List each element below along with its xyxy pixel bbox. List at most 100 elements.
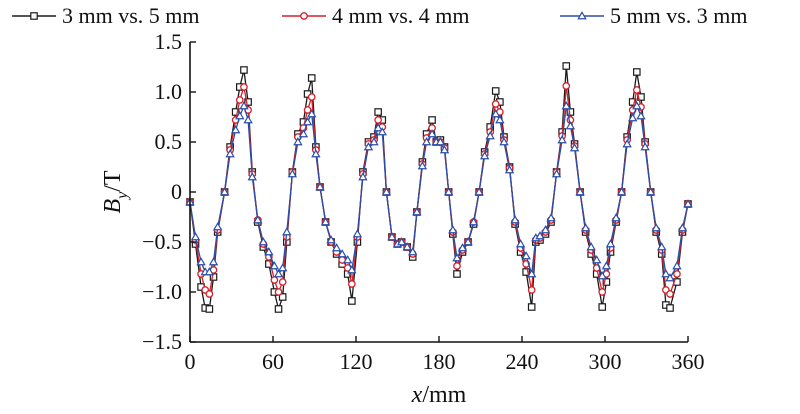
x-axis-label-var: x xyxy=(411,382,423,408)
series-line xyxy=(189,85,689,295)
data-point xyxy=(219,187,230,196)
data-point xyxy=(278,293,287,301)
data-point xyxy=(672,261,682,270)
data-point xyxy=(439,145,450,154)
data-point xyxy=(651,223,661,232)
y-tick-label: −1.0 xyxy=(142,279,182,304)
data-point xyxy=(377,127,387,136)
data-point xyxy=(421,137,432,146)
data-point xyxy=(381,187,392,196)
data-point xyxy=(569,143,580,152)
y-tick-label: −0.5 xyxy=(142,229,182,254)
data-point xyxy=(347,280,356,288)
data-point xyxy=(231,108,240,116)
data-point xyxy=(591,255,602,264)
legend-marker xyxy=(30,12,38,20)
data-point xyxy=(457,243,468,252)
data-point xyxy=(515,239,526,248)
legend-marker xyxy=(300,12,308,20)
data-point xyxy=(605,239,616,248)
data-point xyxy=(307,93,316,101)
y-ticks: −1.5 −1.0 −0.5 0 0.5 1.0 1.5 xyxy=(142,29,196,354)
data-point xyxy=(645,187,656,196)
data-point xyxy=(526,269,537,278)
data-point xyxy=(358,172,368,181)
data-point xyxy=(244,98,252,106)
data-point xyxy=(428,116,436,124)
data-point xyxy=(495,115,505,124)
data-point xyxy=(369,137,379,146)
data-point xyxy=(331,243,342,252)
data-point xyxy=(491,87,500,95)
y-tick-label: 0.5 xyxy=(155,129,183,154)
data-point xyxy=(225,149,235,158)
series-2 xyxy=(186,82,692,298)
data-point xyxy=(632,86,641,94)
legend-marker xyxy=(577,11,587,20)
legend-label: 5 mm vs. 3 mm xyxy=(610,3,748,28)
data-point xyxy=(307,74,316,82)
y-axis-label-unit: /T xyxy=(100,170,126,192)
data-point xyxy=(580,223,591,232)
data-point xyxy=(274,305,283,313)
data-point xyxy=(597,271,607,280)
data-point xyxy=(551,169,562,178)
data-point xyxy=(491,109,501,118)
data-point xyxy=(387,232,397,241)
y-tick-label: 1.0 xyxy=(155,79,183,104)
axes: 0 60 120 180 240 300 360 −1.5 −1.0 −0.5 0 0.5 1.0 1.… xyxy=(142,29,704,374)
data-point xyxy=(320,217,331,226)
x-tick-label: 60 xyxy=(262,349,284,374)
data-point xyxy=(527,303,536,311)
data-point xyxy=(628,98,637,106)
data-point xyxy=(274,288,283,296)
y-tick-label: 0 xyxy=(171,179,182,204)
data-point xyxy=(452,253,462,262)
data-point xyxy=(448,225,458,234)
data-point xyxy=(240,83,248,91)
legend-label: 3 mm vs. 5 mm xyxy=(62,3,200,28)
data-point xyxy=(196,257,206,266)
data-point xyxy=(402,242,412,251)
data-point xyxy=(522,268,530,276)
data-point xyxy=(269,261,280,270)
data-point xyxy=(510,215,520,224)
data-point xyxy=(479,151,490,160)
data-point xyxy=(239,101,249,110)
data-point xyxy=(212,222,223,231)
data-point xyxy=(282,227,292,236)
data-point xyxy=(396,237,407,246)
legend-item: 3 mm vs. 5 mm xyxy=(12,3,200,28)
data-point xyxy=(598,288,607,296)
y-axis-label-sub: y xyxy=(114,191,131,201)
data-point xyxy=(443,187,454,196)
data-point xyxy=(363,142,374,151)
data-point xyxy=(342,255,353,264)
data-point xyxy=(240,66,248,74)
data-point xyxy=(633,68,641,76)
data-point xyxy=(453,270,461,278)
data-point xyxy=(190,232,201,241)
data-point xyxy=(504,165,515,174)
data-point xyxy=(373,123,383,132)
x-axis-label: x/mm xyxy=(411,382,467,408)
data-point xyxy=(632,101,642,110)
data-point xyxy=(315,182,325,191)
data-point xyxy=(535,231,545,240)
data-point xyxy=(352,229,363,238)
data-point xyxy=(491,100,500,108)
data-point xyxy=(208,257,219,266)
legend-item: 5 mm vs. 3 mm xyxy=(560,3,748,28)
data-point xyxy=(637,93,645,101)
x-axis-label-unit: /mm xyxy=(422,382,466,408)
legend: 3 mm vs. 5 mm 4 mm vs. 4 mm 5 mm vs. 3 mm xyxy=(12,3,748,28)
data-point xyxy=(453,262,461,270)
series-3 xyxy=(185,101,693,282)
data-point xyxy=(562,82,571,90)
data-point xyxy=(565,121,576,130)
data-point xyxy=(235,96,244,104)
data-point xyxy=(247,172,257,181)
data-point xyxy=(435,137,446,146)
data-point xyxy=(243,115,253,124)
data-point xyxy=(661,269,671,278)
